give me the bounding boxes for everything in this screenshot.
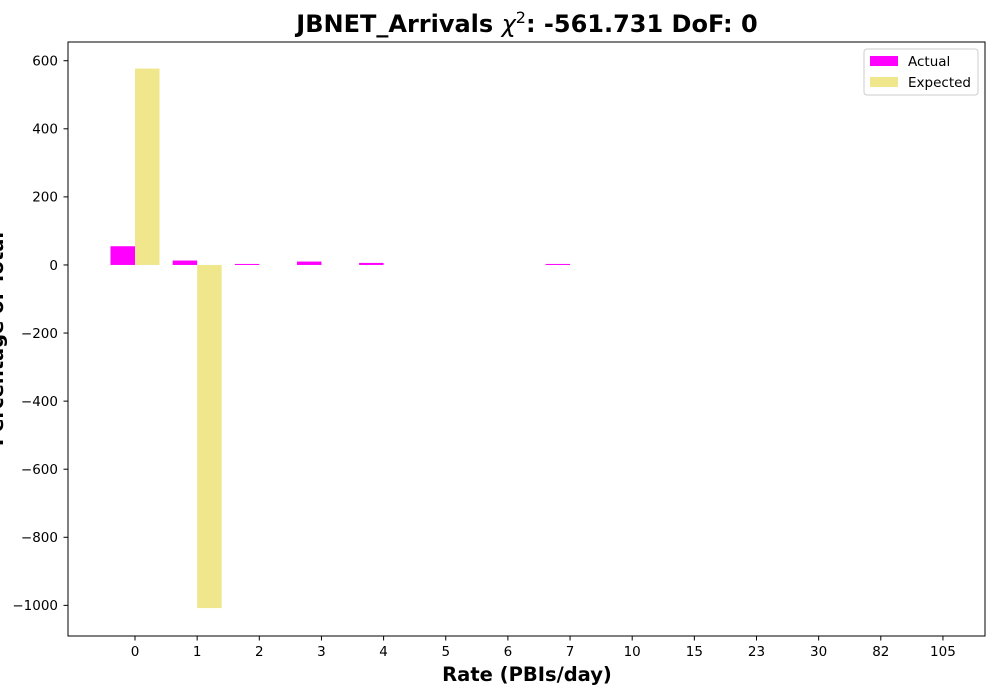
- bar-expected-1: [197, 264, 222, 609]
- bar-actual-4: [359, 262, 384, 265]
- legend-label-expected: Expected: [908, 75, 971, 91]
- y-tick-label-4: −200: [21, 326, 58, 342]
- x-tick-label-2: 2: [255, 644, 264, 660]
- x-tick-label-15: 15: [686, 644, 703, 660]
- legend-label-actual: Actual: [908, 54, 950, 70]
- bar-actual-3: [296, 261, 322, 265]
- plot-frame: [67, 41, 986, 637]
- x-tick-label-0: 0: [131, 644, 140, 660]
- x-tick-label-10: 10: [624, 644, 641, 660]
- bar-expected-0: [135, 68, 160, 265]
- x-tick-label-7: 7: [566, 644, 575, 660]
- y-axis-label: Percentage of Total: [0, 232, 8, 446]
- bar-actual-1: [172, 260, 198, 265]
- y-tick-label-8: −1000: [12, 598, 58, 614]
- x-tick-label-4: 4: [379, 644, 388, 660]
- x-tick-label-5: 5: [441, 644, 450, 660]
- chart-title: JBNET_Arrivals χ2: -561.731 DoF: 0: [294, 8, 757, 38]
- bar-actual-2: [234, 263, 260, 265]
- x-tick-label-23: 23: [748, 644, 765, 660]
- x-tick-label-1: 1: [193, 644, 202, 660]
- legend-swatch-expected: [870, 77, 898, 87]
- x-tick-label-3: 3: [317, 644, 326, 660]
- y-tick-label-6: −600: [21, 462, 58, 478]
- y-tick-label-0: 600: [32, 54, 58, 70]
- x-tick-label-30: 30: [810, 644, 827, 660]
- y-tick-label-5: −400: [21, 394, 58, 410]
- x-axis-label: Rate (PBIs/day): [442, 663, 612, 686]
- x-tick-label-82: 82: [872, 644, 889, 660]
- x-tick-label-105: 105: [930, 644, 956, 660]
- y-tick-label-2: 200: [32, 190, 58, 206]
- bar-actual-0: [110, 246, 135, 265]
- y-tick-label-1: 400: [32, 122, 58, 138]
- legend-swatch-actual: [870, 56, 898, 66]
- y-tick-label-3: 0: [49, 258, 58, 274]
- y-tick-label-7: −800: [21, 530, 58, 546]
- bar-actual-7: [545, 263, 571, 265]
- x-tick-label-6: 6: [504, 644, 513, 660]
